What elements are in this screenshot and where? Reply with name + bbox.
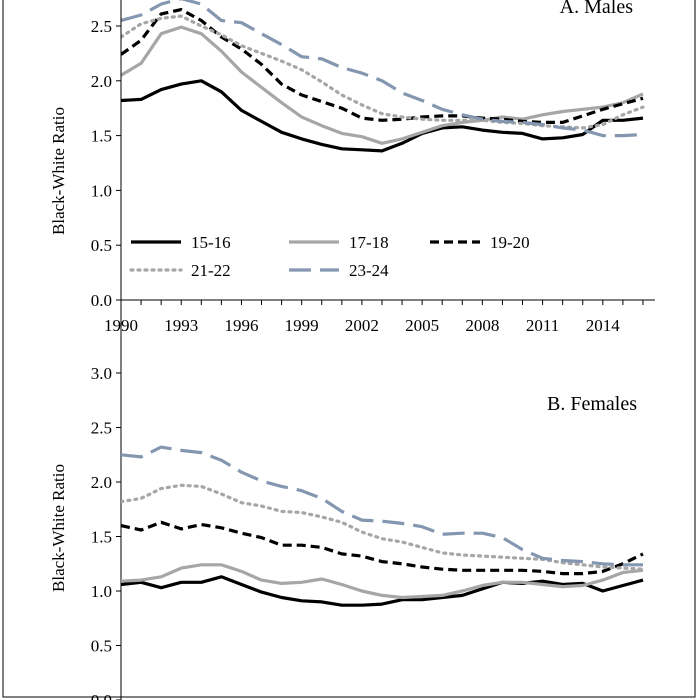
legend-label-21-22: 21-22 bbox=[191, 261, 231, 280]
panel-a-series bbox=[121, 0, 645, 153]
panel-males: A. Males Black-White Ratio 0.0 0.5 1.0 1.5 2… bbox=[49, 0, 655, 335]
panel-a-x-tick-label: 1993 bbox=[164, 316, 198, 335]
panel-a-x-tick-label: 2005 bbox=[405, 316, 439, 335]
panel-a-y-tick-label: 2.5 bbox=[91, 17, 112, 36]
panel-b-y-tick-label: 1.5 bbox=[91, 528, 112, 547]
panel-b-series-line-19-20 bbox=[121, 520, 644, 576]
panel-b-title: B. Females bbox=[547, 393, 637, 415]
legend-label-15-16: 15-16 bbox=[191, 233, 231, 252]
panel-a-y-ticks: 0.0 0.5 1.0 1.5 2.0 2.5 bbox=[91, 17, 121, 310]
panel-a-x-tick-label: 2011 bbox=[526, 316, 559, 335]
panel-b-y-tick-label: 2.0 bbox=[91, 473, 112, 492]
panel-a-y-axis-title: Black-White Ratio bbox=[49, 107, 68, 235]
panel-a-x-tick-label: 1999 bbox=[285, 316, 319, 335]
panel-b-y-tick-label: 0.5 bbox=[91, 637, 112, 656]
panel-a-series-line-17-18 bbox=[121, 25, 644, 145]
panel-b-y-tick-label: 0.0 bbox=[91, 691, 112, 700]
panel-a-series-line-15-16 bbox=[121, 79, 644, 153]
panel-b-y-ticks: 0.0 0.5 1.0 1.5 2.0 2.5 3.0 bbox=[91, 364, 121, 700]
panel-females: B. Females Black-White Ratio 0.0 0.5 1.0 1.… bbox=[49, 0, 645, 700]
panel-b-series-line-15-16 bbox=[121, 575, 644, 607]
panel-a-series-line-19-20 bbox=[121, 8, 644, 125]
panel-b-series-line-21-22 bbox=[121, 483, 645, 571]
panel-b-series bbox=[121, 445, 645, 607]
panel-b-y-tick-label: 1.0 bbox=[91, 582, 112, 601]
panel-b-y-tick-label: 2.5 bbox=[91, 419, 112, 438]
panel-b-series-line-17-18 bbox=[121, 563, 644, 600]
legend-label-23-24: 23-24 bbox=[349, 261, 389, 280]
panel-a-series-line-23-24 bbox=[121, 0, 644, 138]
panel-a-y-tick-label: 1.0 bbox=[91, 181, 112, 200]
panel-a-title: A. Males bbox=[560, 0, 634, 18]
panel-a-x-tick-label: 2008 bbox=[465, 316, 499, 335]
panel-a-y-tick-label: 2.0 bbox=[91, 72, 112, 91]
panel-b-y-tick-label: 3.0 bbox=[91, 364, 112, 383]
panel-b-y-axis-title: Black-White Ratio bbox=[49, 464, 68, 592]
panel-a-x-tick-label: 1996 bbox=[224, 316, 258, 335]
legend-label-19-20: 19-20 bbox=[490, 233, 530, 252]
panel-a-legend: 15-16 17-18 19-20 21-22 23-24 bbox=[129, 233, 530, 280]
panel-a-y-tick-label: 0.5 bbox=[91, 236, 112, 255]
panel-a-y-tick-label: 0.0 bbox=[91, 291, 112, 310]
panel-a-y-tick-label: 1.5 bbox=[91, 127, 112, 146]
panel-a-x-tick-label: 2014 bbox=[586, 316, 621, 335]
legend-label-17-18: 17-18 bbox=[349, 233, 389, 252]
panel-a-x-tick-label: 2002 bbox=[345, 316, 379, 335]
